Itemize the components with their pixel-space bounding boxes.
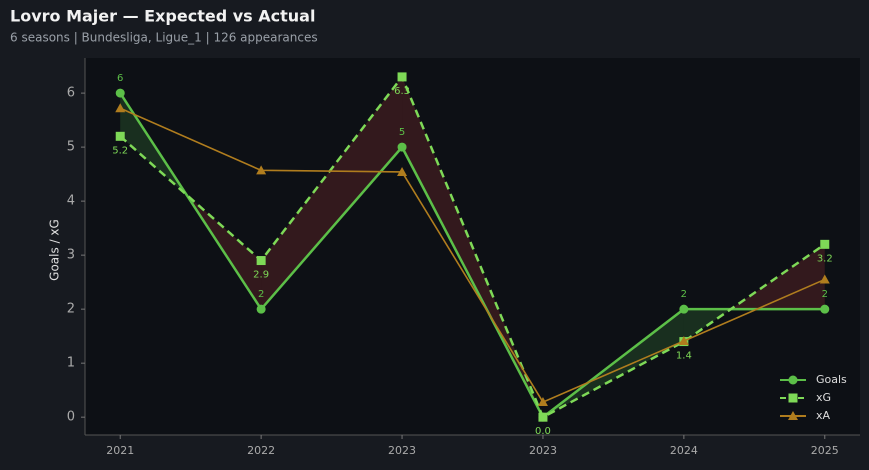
y-tick-label: 0 [67, 410, 75, 425]
x-tick-label: 2022 [247, 444, 275, 457]
x-tick-label: 2021 [106, 444, 134, 457]
y-tick-label: 2 [67, 302, 75, 317]
legend-label: xG [816, 391, 831, 404]
x-tick-label: 2024 [670, 444, 698, 457]
data-label: 5.2 [112, 145, 128, 156]
data-label: 0.0 [535, 426, 551, 437]
x-tick-label: 2025 [811, 444, 839, 457]
data-label: 1.4 [676, 351, 692, 362]
marker [788, 375, 798, 385]
y-axis-label: Goals / xG [48, 219, 62, 281]
x-tick-label: 2023 [388, 444, 416, 457]
marker [538, 412, 548, 422]
data-label: 2 [681, 289, 687, 300]
y-tick-label: 1 [67, 356, 75, 371]
marker [397, 72, 407, 82]
data-label: 2.9 [253, 270, 269, 281]
marker [256, 165, 267, 175]
data-label: 6 [117, 73, 123, 84]
marker [788, 393, 798, 403]
series-line [119, 107, 826, 404]
marker [256, 256, 266, 266]
x-tick-label: 2023 [529, 444, 557, 457]
series-line [119, 74, 826, 419]
data-label: 2 [258, 289, 264, 300]
data-label: 2 [822, 289, 828, 300]
marker [115, 131, 125, 141]
y-tick-label: 6 [67, 86, 75, 101]
marker [115, 103, 126, 113]
marker [115, 88, 125, 98]
marker [397, 166, 408, 176]
marker [256, 304, 266, 314]
marker [537, 397, 548, 407]
data-label: 5 [399, 127, 405, 138]
legend-label: Goals [816, 373, 847, 386]
data-label: 3.2 [817, 253, 833, 264]
y-tick-label: 5 [67, 140, 75, 155]
marker [397, 142, 407, 152]
gap-fill [261, 76, 403, 310]
marker [820, 304, 830, 314]
marker [819, 274, 830, 284]
y-tick-label: 4 [67, 194, 75, 209]
marker [788, 411, 798, 420]
marker [678, 336, 689, 346]
marker [679, 304, 689, 314]
legend-label: xA [816, 409, 831, 422]
chart-title: Lovro Majer — Expected vs Actual [10, 7, 315, 26]
data-label: 6.3 [394, 86, 410, 97]
y-tick-label: 3 [67, 248, 75, 263]
series-line [119, 92, 825, 420]
marker [820, 239, 830, 249]
chart-subtitle: 6 seasons | Bundesliga, Ligue_1 | 126 ap… [10, 31, 318, 45]
